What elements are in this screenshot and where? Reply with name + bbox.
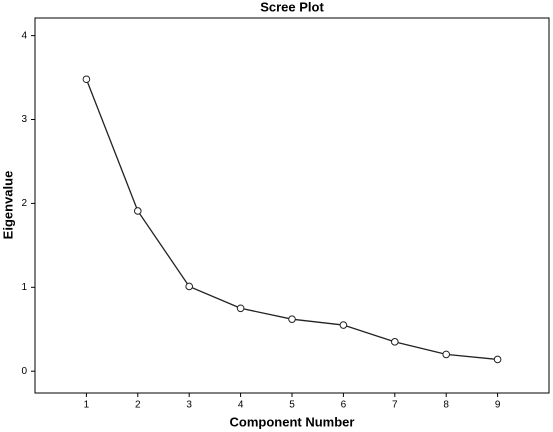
x-tick-label: 4 <box>238 400 244 411</box>
marker <box>493 355 502 364</box>
y-tick-label: 3 <box>21 114 27 125</box>
x-tick-label: 1 <box>84 400 90 411</box>
y-tick-label: 1 <box>21 282 27 293</box>
marker <box>82 75 91 84</box>
chart-title: Scree Plot <box>260 0 324 14</box>
x-tick-label: 2 <box>135 400 141 411</box>
y-tick-label: 2 <box>21 198 27 209</box>
x-tick-label: 8 <box>443 400 449 411</box>
marker <box>134 207 142 215</box>
x-tick-label: 9 <box>495 400 501 411</box>
marker <box>442 350 451 359</box>
x-axis-label: Component Number <box>230 414 355 429</box>
y-tick-label: 4 <box>21 30 27 41</box>
x-tick-label: 6 <box>341 400 347 411</box>
x-tick-label: 3 <box>186 400 192 411</box>
x-tick-label: 5 <box>289 400 295 411</box>
marker <box>339 321 348 329</box>
marker <box>185 282 193 291</box>
marker <box>391 338 399 346</box>
marker <box>236 304 245 313</box>
x-tick-label: 7 <box>392 400 398 411</box>
y-tick-label: 0 <box>21 366 27 377</box>
marker <box>288 315 296 323</box>
y-axis-label: Eigenvalue <box>0 171 15 240</box>
